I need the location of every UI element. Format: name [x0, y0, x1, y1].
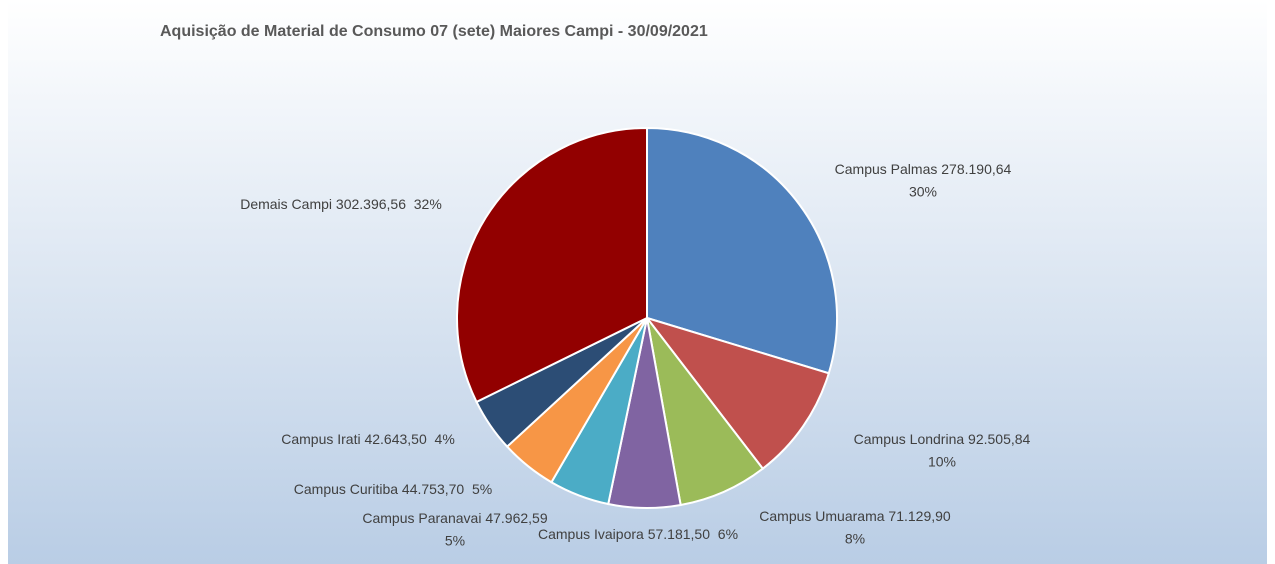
- label-category: Campus Irati: [281, 431, 360, 447]
- data-label: Campus Umuarama 71.129,90: [759, 508, 951, 524]
- label-category: Demais Campi: [240, 196, 332, 212]
- data-label-percent: 5%: [445, 533, 465, 549]
- label-category: Campus Curitiba: [294, 481, 398, 497]
- label-value: 92.505,84: [968, 431, 1030, 447]
- pie-slice: [456, 126, 648, 404]
- data-label-percent: 10%: [928, 454, 956, 470]
- label-value: 71.129,90: [888, 508, 950, 524]
- pie-slice: [644, 316, 831, 471]
- label-category: Campus Ivaipora: [538, 526, 644, 542]
- label-percent: 4%: [435, 431, 455, 447]
- data-label: Campus Curitiba 44.753,70 5%: [294, 481, 492, 497]
- chart-title: Aquisição de Material de Consumo 07 (set…: [160, 23, 708, 40]
- pie-slice: [646, 126, 838, 375]
- data-label: Campus Palmas 278.190,64: [835, 161, 1012, 177]
- data-label: Campus Londrina 92.505,84: [854, 431, 1031, 447]
- label-category: Campus Paranavai: [362, 510, 481, 526]
- data-label: Campus Ivaipora 57.181,50 6%: [538, 526, 738, 542]
- label-category: Campus Umuarama: [759, 508, 884, 524]
- label-value: 302.396,56: [336, 196, 406, 212]
- data-label-percent: 30%: [909, 184, 937, 200]
- label-percent: 32%: [414, 196, 442, 212]
- label-category: Campus Londrina: [854, 431, 965, 447]
- data-label-percent: 8%: [845, 531, 865, 547]
- data-label: Demais Campi 302.396,56 32%: [240, 196, 442, 212]
- label-value: 57.181,50: [648, 526, 710, 542]
- data-label: Campus Paranavai 47.962,59: [362, 510, 547, 526]
- label-percent: 5%: [472, 481, 492, 497]
- label-percent: 6%: [718, 526, 738, 542]
- label-value: 44.753,70: [402, 481, 464, 497]
- data-label: Campus Irati 42.643,50 4%: [281, 431, 455, 447]
- label-category: Campus Palmas: [835, 161, 938, 177]
- label-value: 42.643,50: [364, 431, 426, 447]
- label-value: 47.962,59: [485, 510, 547, 526]
- label-value: 278.190,64: [941, 161, 1011, 177]
